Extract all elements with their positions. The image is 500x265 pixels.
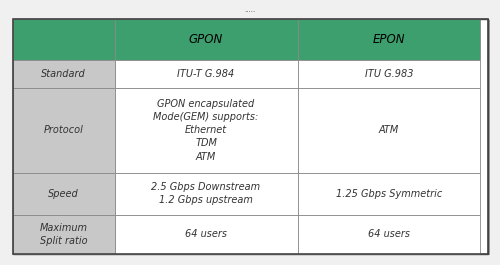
Text: 64 users: 64 users — [185, 229, 227, 240]
Text: Maximum
Split ratio: Maximum Split ratio — [40, 223, 88, 246]
Text: ITU-T G.984: ITU-T G.984 — [178, 69, 234, 79]
Bar — [298, 173, 480, 215]
Bar — [114, 19, 298, 60]
Text: ATM: ATM — [379, 125, 399, 135]
Bar — [114, 173, 298, 215]
Bar — [12, 60, 115, 88]
Bar — [114, 215, 298, 254]
Bar — [12, 173, 115, 215]
Text: EPON: EPON — [372, 33, 405, 46]
Bar — [114, 60, 298, 88]
Bar — [298, 215, 480, 254]
Bar — [114, 88, 298, 173]
Bar — [12, 19, 488, 254]
Text: 64 users: 64 users — [368, 229, 410, 240]
Text: GPON encapsulated
Mode(GEM) supports:
Ethernet
TDM
ATM: GPON encapsulated Mode(GEM) supports: Et… — [154, 99, 258, 161]
Bar — [14, 20, 490, 255]
Text: 2.5 Gbps Downstream
1.2 Gbps upstream: 2.5 Gbps Downstream 1.2 Gbps upstream — [152, 182, 260, 205]
Bar — [298, 88, 480, 173]
Text: Protocol: Protocol — [44, 125, 84, 135]
Text: ITU G.983: ITU G.983 — [364, 69, 413, 79]
Bar — [12, 88, 115, 173]
Bar — [12, 215, 115, 254]
Bar — [12, 19, 488, 254]
Bar — [298, 60, 480, 88]
Text: Standard: Standard — [41, 69, 86, 79]
Text: .....: ..... — [244, 7, 256, 13]
Text: GPON: GPON — [189, 33, 223, 46]
Bar — [12, 19, 115, 60]
Bar — [298, 19, 480, 60]
Text: Speed: Speed — [48, 189, 79, 198]
Text: 1.25 Gbps Symmetric: 1.25 Gbps Symmetric — [336, 189, 442, 198]
